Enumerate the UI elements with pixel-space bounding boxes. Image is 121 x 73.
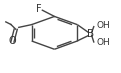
Text: O: O bbox=[9, 36, 17, 46]
Text: OH: OH bbox=[96, 38, 110, 47]
Text: B: B bbox=[87, 29, 94, 39]
Text: OH: OH bbox=[96, 21, 110, 30]
Text: F: F bbox=[36, 4, 42, 14]
